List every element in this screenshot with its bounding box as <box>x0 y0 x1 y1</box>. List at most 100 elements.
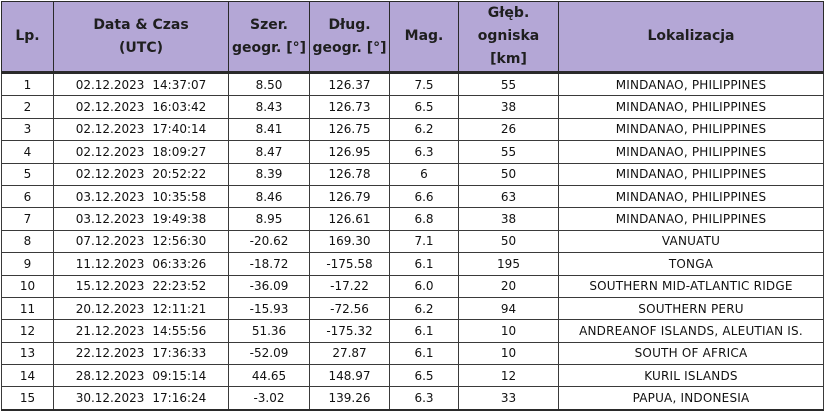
cell-date: 02.12.2023 <box>75 100 145 115</box>
cell-magnitude: 7.1 <box>389 230 459 254</box>
cell-latitude: 8.43 <box>228 95 310 119</box>
cell-latitude: 8.46 <box>228 185 310 209</box>
cell-lp: 6 <box>1 185 54 209</box>
cell-depth: 26 <box>458 118 559 142</box>
cell-datetime: 21.12.2023 14:55:56 <box>53 319 229 343</box>
cell-time: 17:40:14 <box>152 122 207 137</box>
cell-time: 22:23:52 <box>152 279 207 294</box>
cell-time: 16:03:42 <box>152 100 207 115</box>
cell-date: 03.12.2023 <box>75 212 145 227</box>
cell-datetime: 28.12.2023 09:15:14 <box>53 364 229 388</box>
header-row: Lp. Data & Czas (UTC) Szer. geogr. [°] D… <box>1 1 824 73</box>
cell-datetime: 07.12.2023 12:56:30 <box>53 230 229 254</box>
cell-location: MINDANAO, PHILIPPINES <box>558 140 824 164</box>
cell-depth: 63 <box>458 185 559 209</box>
cell-datetime: 15.12.2023 22:23:52 <box>53 275 229 298</box>
cell-longitude: 126.95 <box>309 140 390 164</box>
cell-location: ANDREANOF ISLANDS, ALEUTIAN IS. <box>558 319 824 343</box>
header-magnitude: Mag. <box>389 1 459 73</box>
cell-longitude: 27.87 <box>309 342 390 366</box>
cell-magnitude: 6.2 <box>389 297 459 321</box>
cell-date: 02.12.2023 <box>75 122 145 137</box>
cell-latitude: 8.95 <box>228 207 310 231</box>
cell-depth: 94 <box>458 297 559 321</box>
cell-longitude: 126.78 <box>309 163 390 186</box>
cell-date: 07.12.2023 <box>75 234 145 249</box>
cell-time: 20:52:22 <box>152 167 207 182</box>
cell-longitude: 126.73 <box>309 95 390 119</box>
cell-datetime: 03.12.2023 10:35:58 <box>53 185 229 209</box>
cell-time: 18:09:27 <box>152 144 207 159</box>
cell-depth: 10 <box>458 342 559 366</box>
table-row: 14 28.12.2023 09:15:14 44.65 148.97 6.5 12 KURI… <box>1 364 824 388</box>
cell-latitude: 51.36 <box>228 319 310 343</box>
cell-location: VANUATU <box>558 230 824 254</box>
table-row: 15 30.12.2023 17:16:24 -3.02 139.26 6.3 33 PAPU… <box>1 386 824 411</box>
cell-date: 02.12.2023 <box>75 77 145 92</box>
header-latitude-line2: geogr. [°] <box>231 39 307 56</box>
cell-datetime: 11.12.2023 06:33:26 <box>53 252 229 276</box>
header-lp-label: Lp. <box>15 28 40 44</box>
cell-longitude: -72.56 <box>309 297 390 321</box>
cell-lp: 13 <box>1 342 54 366</box>
cell-time: 12:11:21 <box>152 301 207 316</box>
cell-magnitude: 6.0 <box>389 275 459 298</box>
cell-date: 22.12.2023 <box>75 346 145 361</box>
cell-lp: 15 <box>1 386 54 411</box>
cell-latitude: 8.39 <box>228 163 310 186</box>
cell-date: 28.12.2023 <box>75 368 145 383</box>
cell-lp: 4 <box>1 140 54 164</box>
cell-datetime: 03.12.2023 19:49:38 <box>53 207 229 231</box>
cell-date: 15.12.2023 <box>75 279 145 294</box>
table-row: 1 02.12.2023 14:37:07 8.50 126.37 7.5 55 MINDAN… <box>1 70 824 97</box>
cell-latitude: -36.09 <box>228 275 310 298</box>
cell-depth: 50 <box>458 230 559 254</box>
cell-depth: 55 <box>458 140 559 164</box>
cell-depth: 33 <box>458 386 559 411</box>
header-longitude-line1: Dług. <box>328 16 371 33</box>
cell-time: 09:15:14 <box>152 368 207 383</box>
header-datetime-line2: (UTC) <box>119 39 163 56</box>
cell-lp: 7 <box>1 207 54 231</box>
cell-time: 17:16:24 <box>152 391 207 406</box>
table-header: Lp. Data & Czas (UTC) Szer. geogr. [°] D… <box>1 1 824 73</box>
cell-depth: 38 <box>458 95 559 119</box>
header-location-label: Lokalizacja <box>647 28 735 44</box>
table-row: 8 07.12.2023 12:56:30 -20.62 169.30 7.1 50 VANU… <box>1 230 824 254</box>
cell-datetime: 22.12.2023 17:36:33 <box>53 342 229 366</box>
table-row: 4 02.12.2023 18:09:27 8.47 126.95 6.3 55 MINDAN… <box>1 140 824 164</box>
cell-datetime: 02.12.2023 14:37:07 <box>53 70 229 97</box>
cell-magnitude: 6.1 <box>389 319 459 343</box>
table-row: 5 02.12.2023 20:52:22 8.39 126.78 6 50 MINDANAO… <box>1 163 824 186</box>
cell-magnitude: 6.6 <box>389 185 459 209</box>
cell-depth: 50 <box>458 163 559 186</box>
header-latitude-line1: Szer. <box>250 16 288 33</box>
cell-date: 30.12.2023 <box>75 391 145 406</box>
cell-magnitude: 6.1 <box>389 252 459 276</box>
table-row: 2 02.12.2023 16:03:42 8.43 126.73 6.5 38 MINDAN… <box>1 95 824 119</box>
cell-datetime: 02.12.2023 17:40:14 <box>53 118 229 142</box>
cell-longitude: 126.75 <box>309 118 390 142</box>
cell-longitude: -175.58 <box>309 252 390 276</box>
cell-date: 21.12.2023 <box>75 323 145 338</box>
header-depth: Głęb. ogniska [km] <box>458 1 559 73</box>
cell-lp: 5 <box>1 163 54 186</box>
header-datetime-line1: Data & Czas <box>93 16 189 33</box>
cell-lp: 8 <box>1 230 54 254</box>
cell-lp: 9 <box>1 252 54 276</box>
table-row: 10 15.12.2023 22:23:52 -36.09 -17.22 6.0 20 SOU… <box>1 275 824 298</box>
cell-time: 06:33:26 <box>152 256 207 271</box>
cell-datetime: 30.12.2023 17:16:24 <box>53 386 229 411</box>
header-depth-line2: ogniska [km] <box>477 28 540 67</box>
cell-lp: 14 <box>1 364 54 388</box>
cell-longitude: 126.61 <box>309 207 390 231</box>
cell-time: 12:56:30 <box>152 234 207 249</box>
cell-location: SOUTHERN PERU <box>558 297 824 321</box>
header-datetime: Data & Czas (UTC) <box>53 1 229 73</box>
cell-time: 10:35:58 <box>152 189 207 204</box>
cell-latitude: 8.50 <box>228 70 310 97</box>
cell-date: 20.12.2023 <box>75 301 145 316</box>
header-lp: Lp. <box>1 1 54 73</box>
cell-datetime: 02.12.2023 16:03:42 <box>53 95 229 119</box>
cell-longitude: 126.37 <box>309 70 390 97</box>
